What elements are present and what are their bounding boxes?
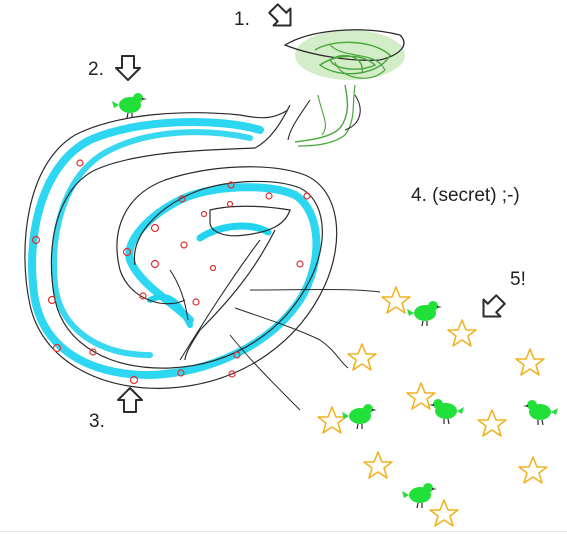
star-icon [477, 409, 507, 437]
bird-icon [428, 398, 465, 425]
hint-label-2: 2. [88, 59, 104, 80]
star-icon [317, 406, 347, 434]
hint-label-3: 3. [89, 411, 105, 432]
down-arrow-icon [115, 55, 141, 81]
star-icon [515, 348, 545, 376]
star-icon [447, 319, 477, 347]
bottom-divider [0, 531, 567, 532]
bird-icon [111, 92, 148, 119]
star-icon [429, 499, 459, 527]
bird-icon [401, 482, 438, 509]
star-icon [518, 456, 548, 484]
hint-label-5: 5! [510, 269, 526, 290]
star-icon [347, 343, 377, 371]
hint-label-4: 4. (secret) ;-) [411, 185, 520, 206]
hint-label-1: 1. [234, 9, 250, 30]
bird-icon [341, 403, 378, 430]
star-icon [381, 286, 411, 314]
bird-icon [522, 399, 559, 426]
down-arrow-icon [264, 0, 300, 35]
bird-icon [406, 300, 443, 327]
star-icon [363, 451, 393, 479]
up-arrow-icon [117, 387, 143, 413]
down-arrow-icon [474, 290, 510, 326]
tree-icon [283, 29, 405, 147]
spiral-maze [24, 104, 381, 411]
